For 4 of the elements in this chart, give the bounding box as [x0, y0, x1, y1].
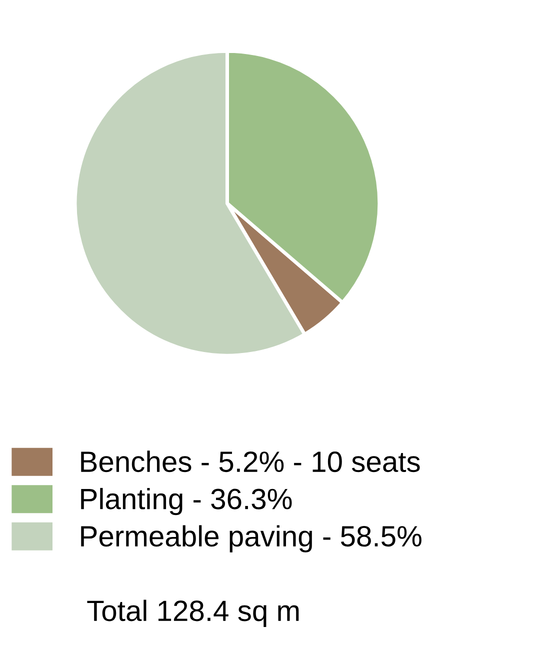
legend-label: Benches - 5.2% - 10 seats [81, 450, 420, 472]
legend-label: Permeable paving - 58.5% [81, 525, 422, 552]
text: Total 128.4 sq m [87, 600, 299, 627]
legend-label: Planting - 36.3% [81, 488, 292, 516]
